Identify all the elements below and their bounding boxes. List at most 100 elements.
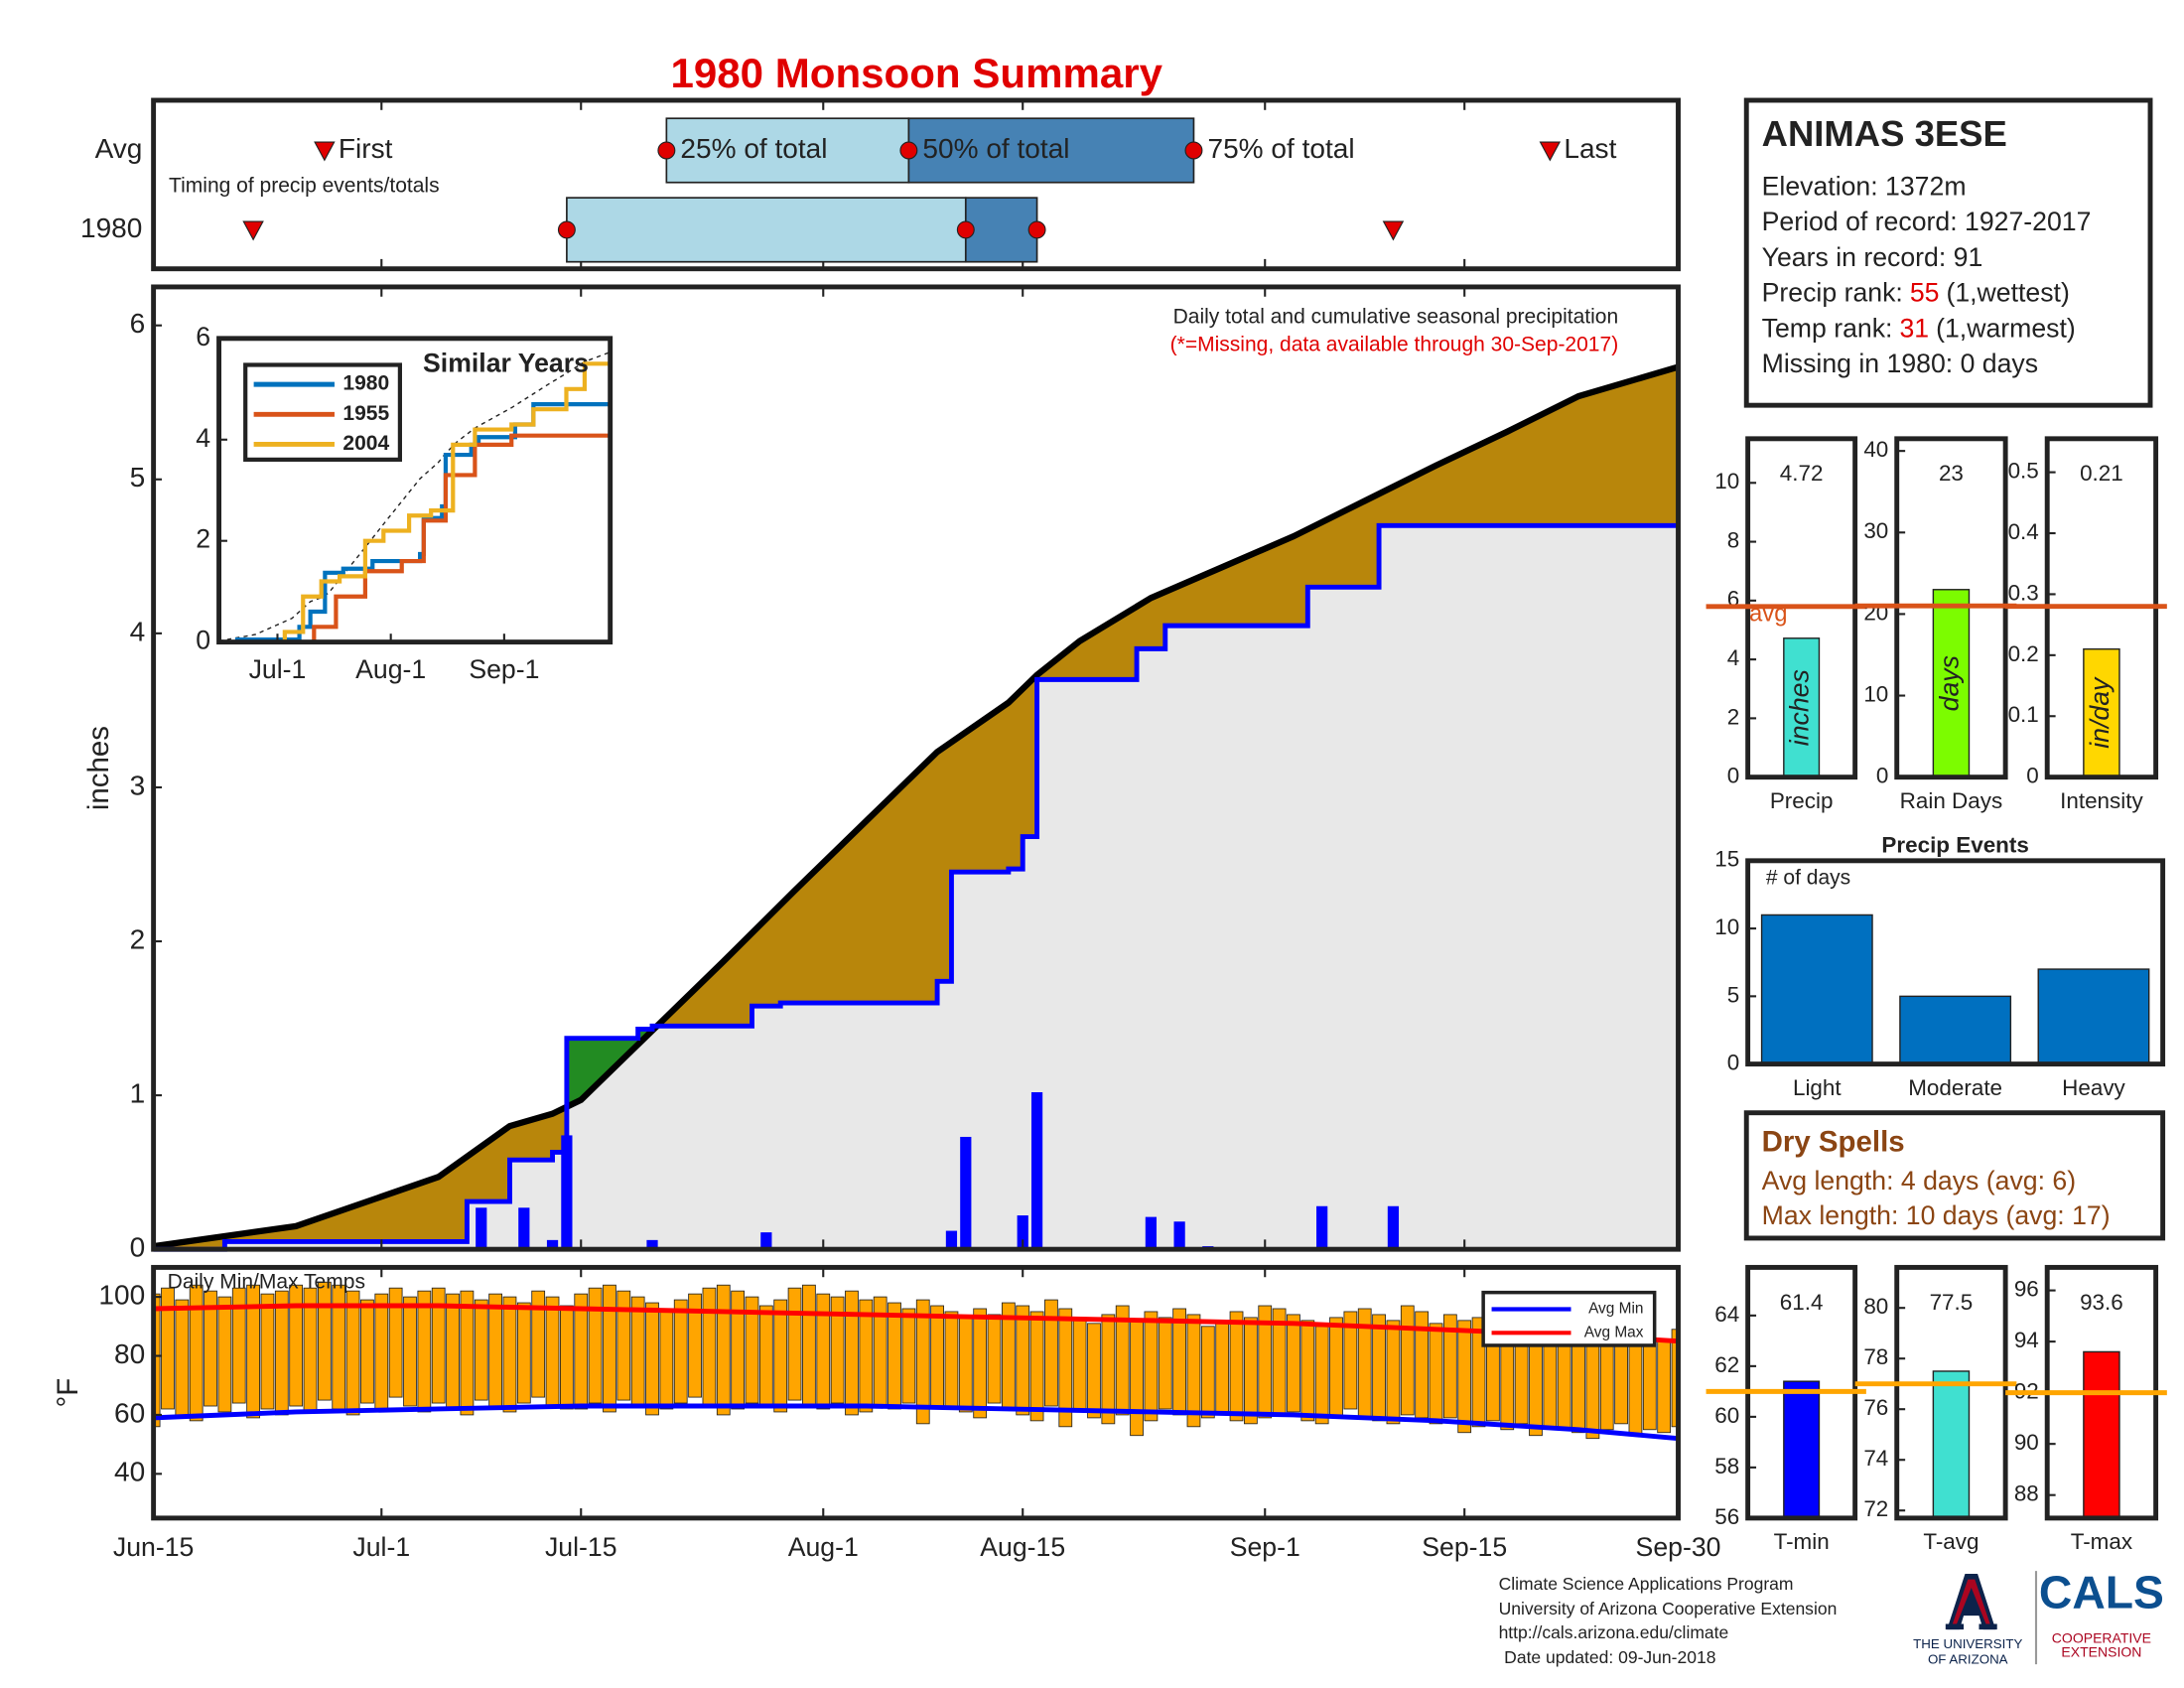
temp-range-bar [1372, 1314, 1386, 1422]
chart-label: Daily Min/Max Temps [168, 1270, 365, 1293]
y-tick-label: 40 [114, 1457, 145, 1487]
x-tick-label: Jul-15 [545, 1532, 617, 1562]
temp-range-bar [1072, 1317, 1087, 1413]
x-tick-label: Aug-1 [788, 1532, 859, 1562]
y-tick-label: 80 [1863, 1294, 1888, 1319]
x-tick-label: Jul-1 [249, 654, 307, 684]
total-marker [899, 141, 918, 160]
rank-note: (1,warmest) [1936, 313, 2076, 343]
temp-range-bar [1144, 1311, 1159, 1422]
logo-text: COOPERATIVE [2052, 1630, 2151, 1646]
rank-value: 31 [1899, 313, 1929, 343]
temp-range-bar [1158, 1317, 1172, 1410]
summary-bar [2083, 1350, 2120, 1519]
dry-spells-line: Avg length: 4 days (avg: 6) [1762, 1166, 2076, 1196]
rank-note: (1,wettest) [1946, 278, 2069, 308]
plot-frame [151, 1264, 1681, 1521]
temp-range-bar [930, 1305, 944, 1410]
temp-range-bar [816, 1293, 831, 1410]
point-label: 25% of total [680, 133, 827, 164]
y-tick-label: 0.5 [2008, 459, 2039, 484]
temp-range-bar [973, 1308, 988, 1419]
temp-range-bar [1229, 1311, 1244, 1422]
x-tick-label: Jul-1 [352, 1532, 410, 1562]
y-tick-label: 60 [114, 1397, 145, 1428]
y-tick-label: 30 [1863, 518, 1888, 543]
avg-label: avg [1749, 600, 1787, 627]
temp-range-bar [1329, 1317, 1343, 1416]
station-line: Years in record: 91 [1762, 242, 1983, 272]
average-line [218, 351, 611, 642]
y-tick-label: 64 [1714, 1302, 1739, 1327]
temp-range-bar [217, 1296, 232, 1413]
footer-line: http://cals.arizona.edu/climate [1499, 1622, 1729, 1642]
station-rank: Temp rank: 31 (1,warmest) [1762, 313, 2076, 343]
daily-bar [945, 1230, 958, 1250]
y-tick-label: 94 [2014, 1328, 2039, 1352]
temp-range-bar [374, 1293, 389, 1410]
quartile-box [964, 197, 1038, 263]
y-tick-label: 76 [1863, 1395, 1888, 1420]
temp-range-bar [560, 1305, 574, 1410]
station-box [1743, 97, 2153, 408]
y-tick-label: 80 [114, 1338, 145, 1369]
temp-range-bar [1642, 1337, 1657, 1431]
point-label: First [339, 133, 393, 164]
ua-logo [1945, 1571, 2038, 1665]
x-label: Intensity [2060, 788, 2143, 813]
temp-range-bar [915, 1299, 930, 1425]
plot-frame [1745, 858, 2166, 1067]
temp-range-bar [289, 1284, 304, 1407]
bar [1760, 914, 1873, 1065]
temp-range-bar [603, 1284, 616, 1413]
y-tick-label: 0 [1727, 1051, 1739, 1075]
temp-range-bar [161, 1287, 175, 1410]
temp-range-bar [758, 1305, 773, 1407]
value-label: 23 [1939, 461, 1964, 486]
temp-range-bar [987, 1314, 1002, 1404]
temp-range-bar [702, 1287, 717, 1407]
y-tick-label: 0.3 [2008, 580, 2039, 605]
daily-bar [1145, 1216, 1158, 1250]
event-marker [1539, 141, 1562, 162]
temp-range-bar [1172, 1308, 1186, 1416]
y-tick-label: 0 [2026, 764, 2038, 788]
temp-range-bar [716, 1284, 731, 1416]
temp-range-bar [588, 1287, 603, 1404]
temp-range-bar [773, 1299, 788, 1413]
station-name: ANIMAS 3ESE [1762, 113, 2007, 154]
temp-range-bar [887, 1302, 901, 1410]
y-tick-label: 5 [1727, 982, 1739, 1007]
y-tick-label: 5 [130, 462, 146, 492]
temp-range-bar [616, 1290, 631, 1401]
temp-range-bar [1429, 1323, 1443, 1425]
quartile-box [566, 197, 967, 263]
logo-cals: CALS [2039, 1567, 2164, 1618]
temp-range-bar [1614, 1335, 1628, 1425]
total-marker [557, 220, 576, 239]
temp-range-bar [1300, 1320, 1315, 1422]
temp-range-bar [944, 1311, 959, 1407]
temp-range-bar [345, 1290, 360, 1416]
y-tick-label: 1 [130, 1077, 146, 1108]
temp-range-bar [1087, 1323, 1101, 1419]
rank-label: Temp rank: [1762, 313, 1893, 343]
x-tick-label: Sep-1 [1230, 1532, 1300, 1562]
summary-bar [1783, 637, 1821, 778]
total-marker [1027, 220, 1046, 239]
y-tick-label: 2 [130, 923, 146, 954]
row-label: 1980 [80, 212, 142, 243]
footer-line: University of Arizona Cooperative Extens… [1499, 1599, 1838, 1618]
temp-bars [153, 1281, 1679, 1442]
daily-bar [1316, 1205, 1328, 1250]
y-tick-label: 0.4 [2008, 519, 2039, 544]
plot-frame [151, 284, 1681, 1252]
plot-frame [216, 336, 614, 645]
temp-range-bar [673, 1299, 688, 1404]
temp-range-bar [630, 1296, 645, 1407]
y-tick-label: 10 [1714, 914, 1739, 939]
bar [2037, 968, 2150, 1065]
y-axis-label: °F [52, 1378, 84, 1408]
